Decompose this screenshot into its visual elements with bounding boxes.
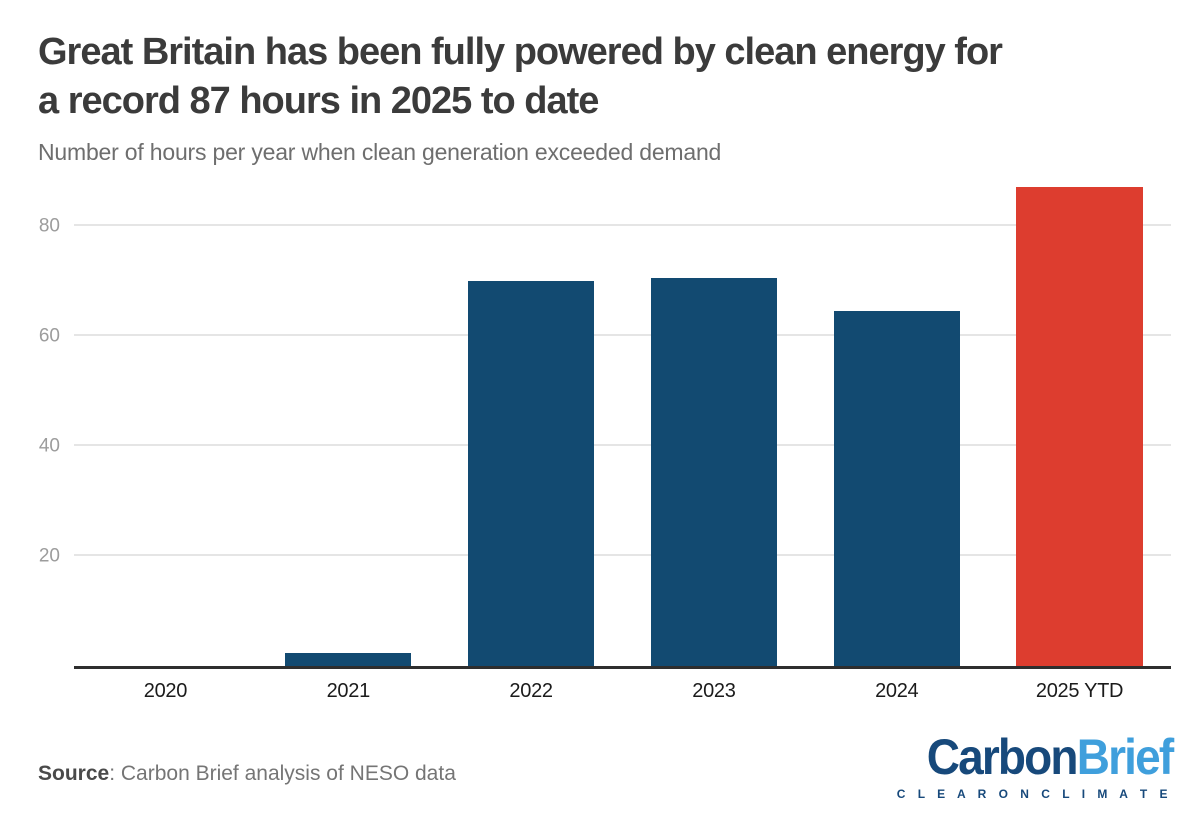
logo-carbon: Carbon [926,729,1078,785]
x-tick-label-2021: 2021 [326,679,371,702]
gridline-40 [74,443,1171,446]
x-tick-label-2023: 2023 [692,679,736,702]
gridline-60 [74,333,1171,336]
logo-tagline: C L E A R O N C L I M A T E [896,787,1172,801]
bar-2023 [650,278,777,666]
source-label: Source [38,762,110,785]
bar-chart: 20 40 60 80 2020 2021 2022 2023 2024 2025 YTD [39,182,1171,703]
source-text: : Carbon Brief analysis of NESO data [109,762,456,785]
x-labels: 2020 2021 2022 2023 2024 2025 YTD [74,680,1171,703]
carbon-brief-logo: CarbonBrief C L E A R O N C L I M A T E [849,729,1174,801]
bar-slot-2024 [805,182,988,666]
x-tick-label-2022: 2022 [509,679,553,702]
title-line-1: Great Britain has been fully powered by … [38,31,1003,73]
gridline-20 [74,553,1171,556]
logo-brief: Brief [1076,729,1173,785]
chart-subtitle: Number of hours per year when clean gene… [38,138,722,165]
chart-footer: Source: Carbon Brief analysis of NESO da… [0,732,1200,801]
bar-slot-2023 [622,182,805,666]
x-tick-label-2024: 2024 [875,679,919,702]
page-title: Great Britain has been fully powered by … [38,28,1162,127]
bars [74,182,1171,666]
logo-wordmark: CarbonBrief [875,729,1173,785]
y-tick-label-80: 80 [38,215,60,237]
source-note: Source: Carbon Brief analysis of NESO da… [38,762,456,786]
bar-slot-2022 [440,182,623,666]
bar-slot-2025 YTD [988,182,1171,666]
gridline-80 [74,223,1171,226]
bar-slot-2021 [257,182,440,666]
title-line-2: a record 87 hours in 2025 to date [38,80,599,123]
y-tick-label-20: 20 [38,545,60,567]
bar-2024 [833,311,960,666]
x-tick-label-2025 YTD: 2025 YTD [1035,679,1124,702]
chart-header: Great Britain has been fully powered by … [0,0,1200,166]
bar-2021 [285,653,412,666]
y-tick-label-40: 40 [38,435,60,457]
x-tick-label-2020: 2020 [143,679,188,702]
bar-slot-2020 [74,182,257,666]
bar-2022 [468,280,595,666]
bar-2025 YTD [1016,187,1143,666]
plot-area: 20 40 60 80 [39,182,1171,669]
y-tick-label-60: 60 [38,325,60,347]
